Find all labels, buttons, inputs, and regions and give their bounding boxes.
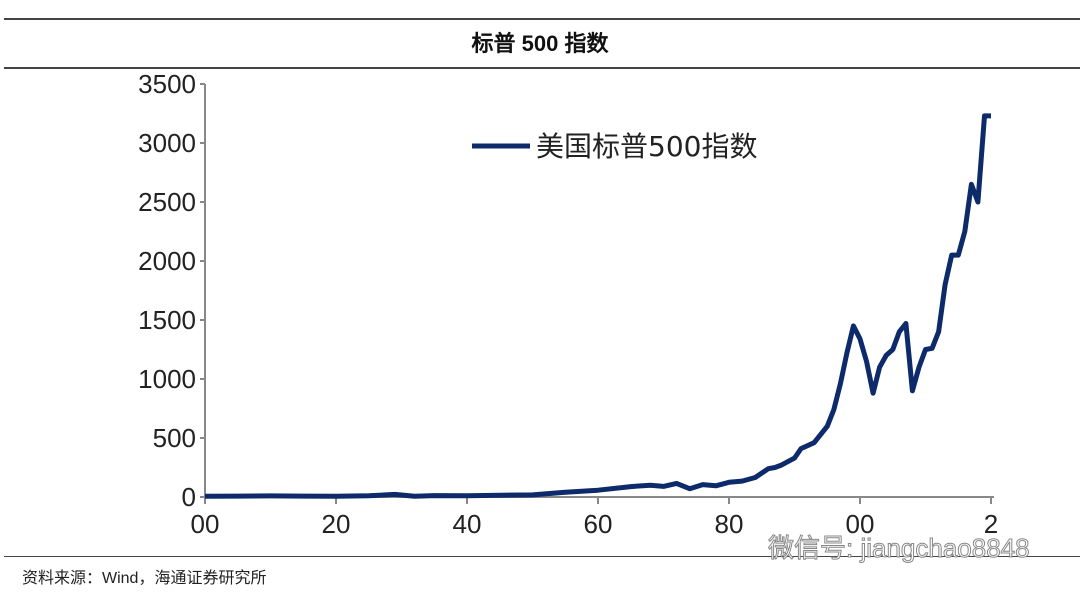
source-note: 资料来源：Wind，海通证券研究所: [22, 570, 267, 587]
series-line-sp500: [204, 113, 991, 499]
top-rule: [4, 18, 1080, 20]
x-tick-label: 80: [715, 509, 744, 539]
watermark: 微信号: jiangchao8848: [768, 533, 1031, 564]
y-tick-label: 3000: [138, 128, 196, 158]
chart-title: 标普 500 指数: [471, 31, 609, 56]
x-tick-label: 00: [846, 509, 875, 539]
x-tick-label: 00: [191, 509, 220, 539]
x-tick-label: 60: [584, 509, 613, 539]
x-tick-label: 20: [322, 509, 351, 539]
x-tick-label: 2: [984, 509, 998, 539]
y-tick-label: 2000: [138, 246, 196, 276]
y-tick-label: 0: [182, 482, 196, 512]
title-rule: [4, 67, 1080, 69]
y-tick-label: 1000: [138, 364, 196, 394]
y-tick-label: 2500: [138, 187, 196, 217]
bottom-rule: [4, 556, 1080, 557]
legend-label: 美国标普500指数: [536, 130, 757, 163]
y-tick-label: 500: [153, 423, 196, 453]
x-tick-label: 40: [453, 509, 482, 539]
y-tick-label: 3500: [138, 69, 196, 99]
y-tick-label: 1500: [138, 305, 196, 335]
